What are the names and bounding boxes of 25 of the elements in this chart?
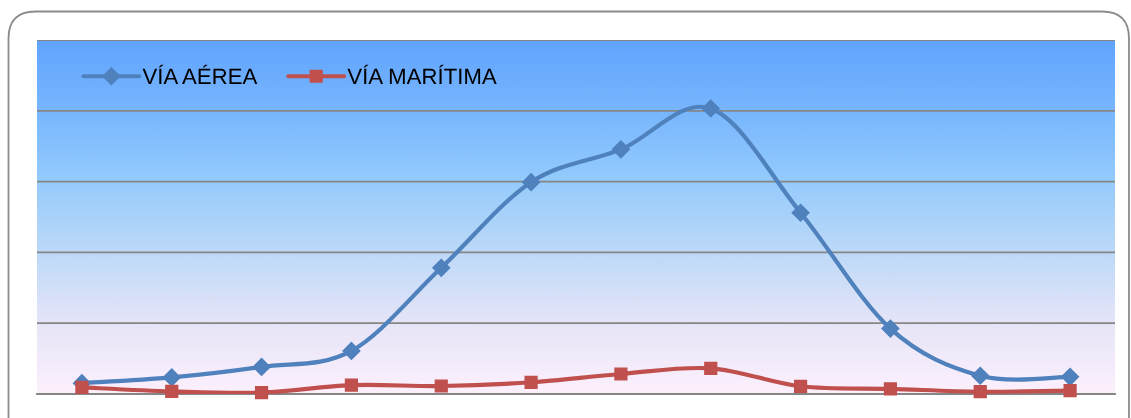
point [524,375,538,389]
point [252,357,271,376]
point [704,361,718,375]
point [614,367,628,381]
point [883,382,898,396]
point [791,203,810,222]
point [971,366,990,385]
point [1063,383,1077,398]
point [973,385,987,399]
point [432,258,451,277]
point [342,341,361,360]
point [793,379,808,393]
point [701,99,720,118]
legend-label: VÍA MARÍTIMA [347,64,497,85]
legend-label: VÍA AÉREA [142,64,258,85]
point [254,385,269,400]
point [434,379,448,393]
point [1061,367,1080,386]
point [611,140,630,159]
point [344,378,359,392]
point [881,319,900,338]
point [522,173,541,192]
point [75,380,89,395]
point [165,384,179,399]
point [162,368,181,387]
